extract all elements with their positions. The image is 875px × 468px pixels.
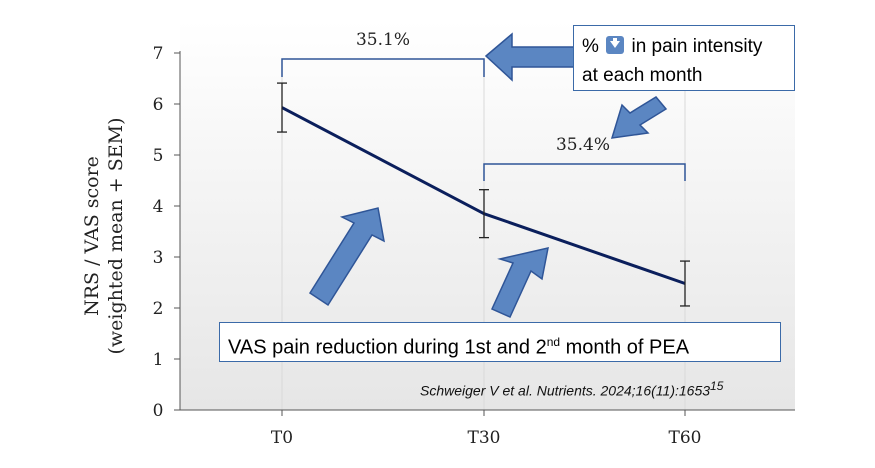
callout-prefix: % [582, 36, 605, 57]
y-tick-label: 7 [153, 44, 164, 64]
y-tick-label: 5 [153, 146, 164, 166]
x-tick-label: T60 [669, 428, 702, 448]
y-tick-labels: 0 1 2 3 4 5 6 7 [153, 44, 164, 421]
y-tick-label: 2 [153, 299, 164, 319]
callout-line1-text: in pain intensity [626, 36, 763, 57]
x-tick-labels: T0 T30 T60 [271, 428, 702, 448]
citation-superscript: 15 [710, 379, 724, 393]
y-tick-label: 1 [153, 350, 164, 370]
reduction-label-1: 35.1% [356, 30, 410, 50]
caption-text-a: VAS pain reduction during 1st and 2 [228, 336, 547, 359]
down-arrow-icon [606, 36, 625, 54]
axes [174, 51, 795, 416]
caption-box: VAS pain reduction during 1st and 2nd mo… [219, 322, 781, 362]
citation: Schweiger V et al. Nutrients. 2024;16(11… [420, 379, 723, 399]
brackets [281, 58, 686, 181]
citation-text: Schweiger V et al. Nutrients. 2024;16(11… [420, 382, 711, 399]
x-tick-label: T30 [468, 428, 501, 448]
bracket-t30-t60 [483, 163, 686, 181]
error-bars [277, 82, 690, 307]
caption-superscript: nd [546, 335, 561, 349]
y-tick-label: 6 [153, 95, 164, 115]
callout-line1: % in pain intensity [582, 32, 794, 61]
up-right-arrow-small [491, 247, 549, 318]
caption-text-b: month of PEA [560, 336, 690, 359]
callout-line2: at each month [582, 65, 703, 86]
y-tick-label: 4 [153, 197, 164, 217]
bracket-t0-t30 [281, 58, 485, 77]
x-tick-label: T0 [271, 428, 293, 448]
y-axis-label-line2: (weighted mean + SEM) [105, 117, 127, 354]
y-tick-label: 0 [153, 401, 164, 421]
reduction-label-2: 35.4% [556, 135, 610, 155]
y-axis-label-line1: NRS / VAS score [81, 156, 103, 316]
up-right-arrow-large [308, 207, 386, 307]
down-left-arrow [610, 96, 668, 139]
y-tick-label: 3 [153, 248, 164, 268]
callout-box: % in pain intensity at each month [573, 25, 795, 91]
